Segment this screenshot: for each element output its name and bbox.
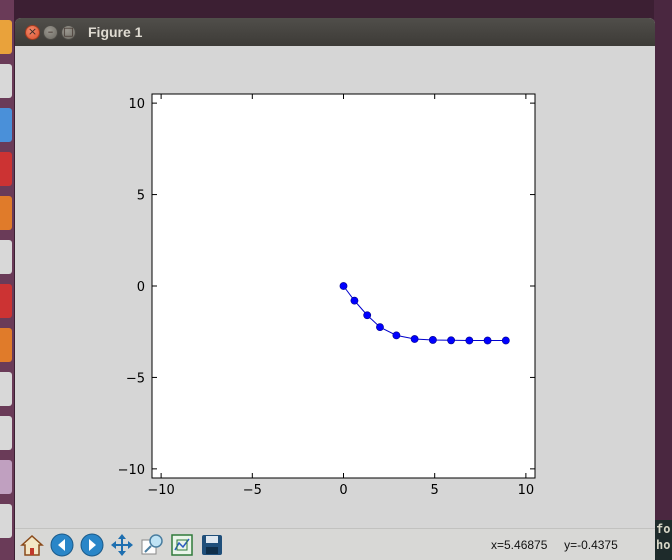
x-tick-label: 10: [518, 483, 535, 498]
x-tick-label: 0: [339, 483, 347, 498]
save-button[interactable]: [199, 532, 225, 558]
launcher-item[interactable]: [0, 504, 12, 538]
terminal-line: fo: [656, 522, 671, 536]
launcher-bar: [0, 0, 14, 560]
maximize-button[interactable]: □: [61, 25, 76, 40]
pan-icon: [111, 534, 133, 556]
configure-subplots-button[interactable]: [169, 532, 195, 558]
data-point: [447, 336, 456, 345]
launcher-item[interactable]: [0, 460, 12, 494]
terminal-line: ho: [656, 538, 671, 552]
data-point: [501, 336, 510, 345]
cursor-x-readout: x=5.46875: [491, 538, 548, 552]
home-icon: [20, 534, 44, 556]
desktop-background: fo ho: [654, 0, 672, 560]
y-tick-label: 10: [128, 97, 145, 112]
minimize-icon: –: [47, 25, 54, 38]
x-tick-label: −10: [147, 483, 174, 498]
y-tick-label: 5: [137, 189, 145, 204]
minimize-button[interactable]: –: [43, 25, 58, 40]
y-tick-label: −10: [118, 463, 145, 478]
close-button[interactable]: ×: [25, 25, 40, 40]
forward-icon: [80, 533, 104, 557]
zoom-icon: [141, 534, 163, 555]
y-tick-label: 0: [137, 280, 145, 295]
data-point: [392, 331, 401, 340]
data-point: [363, 311, 372, 320]
save-icon: [202, 535, 222, 555]
maximize-icon: □: [63, 25, 74, 38]
y-tick-label: −5: [126, 371, 145, 386]
data-point: [428, 336, 437, 344]
launcher-item[interactable]: [0, 372, 12, 406]
data-point: [465, 336, 474, 345]
launcher-item[interactable]: [0, 416, 12, 450]
x-tick-label: −5: [243, 483, 262, 498]
forward-button[interactable]: [79, 532, 105, 558]
home-button[interactable]: [19, 532, 45, 558]
launcher-item[interactable]: [0, 108, 12, 142]
plot-canvas[interactable]: −10 −5 0 5 10 −10 −5 0 5 10: [15, 46, 655, 528]
launcher-item[interactable]: [0, 240, 12, 274]
data-point: [410, 335, 419, 343]
back-icon: [50, 533, 74, 557]
launcher-item[interactable]: [0, 20, 12, 54]
terminal-window[interactable]: fo ho: [654, 520, 672, 560]
navigation-toolbar: x=5.46875 y=-0.4375: [15, 528, 655, 560]
window-title: Figure 1: [88, 24, 143, 40]
launcher-item[interactable]: [0, 64, 12, 98]
launcher-item[interactable]: [0, 284, 12, 318]
figure-window: × – □ Figure 1 −10 −5 0 5 10 −10 −5 0 5 10: [15, 18, 655, 560]
pan-button[interactable]: [109, 532, 135, 558]
line-chart[interactable]: −10 −5 0 5 10 −10 −5 0 5 10: [15, 46, 655, 528]
data-point: [376, 323, 384, 332]
data-point: [339, 282, 348, 290]
x-tick-label: 5: [431, 483, 439, 498]
zoom-button[interactable]: [139, 532, 165, 558]
data-point: [350, 296, 359, 305]
title-bar[interactable]: × – □ Figure 1: [15, 18, 655, 46]
close-icon: ×: [27, 25, 38, 38]
cursor-y-readout: y=-0.4375: [564, 538, 618, 552]
launcher-item[interactable]: [0, 328, 12, 362]
back-button[interactable]: [49, 532, 75, 558]
cursor-coordinates: x=5.46875 y=-0.4375: [491, 538, 618, 552]
launcher-item[interactable]: [0, 196, 12, 230]
data-point: [483, 336, 492, 345]
launcher-item[interactable]: [0, 152, 12, 186]
configure-subplots-icon: [171, 534, 193, 556]
